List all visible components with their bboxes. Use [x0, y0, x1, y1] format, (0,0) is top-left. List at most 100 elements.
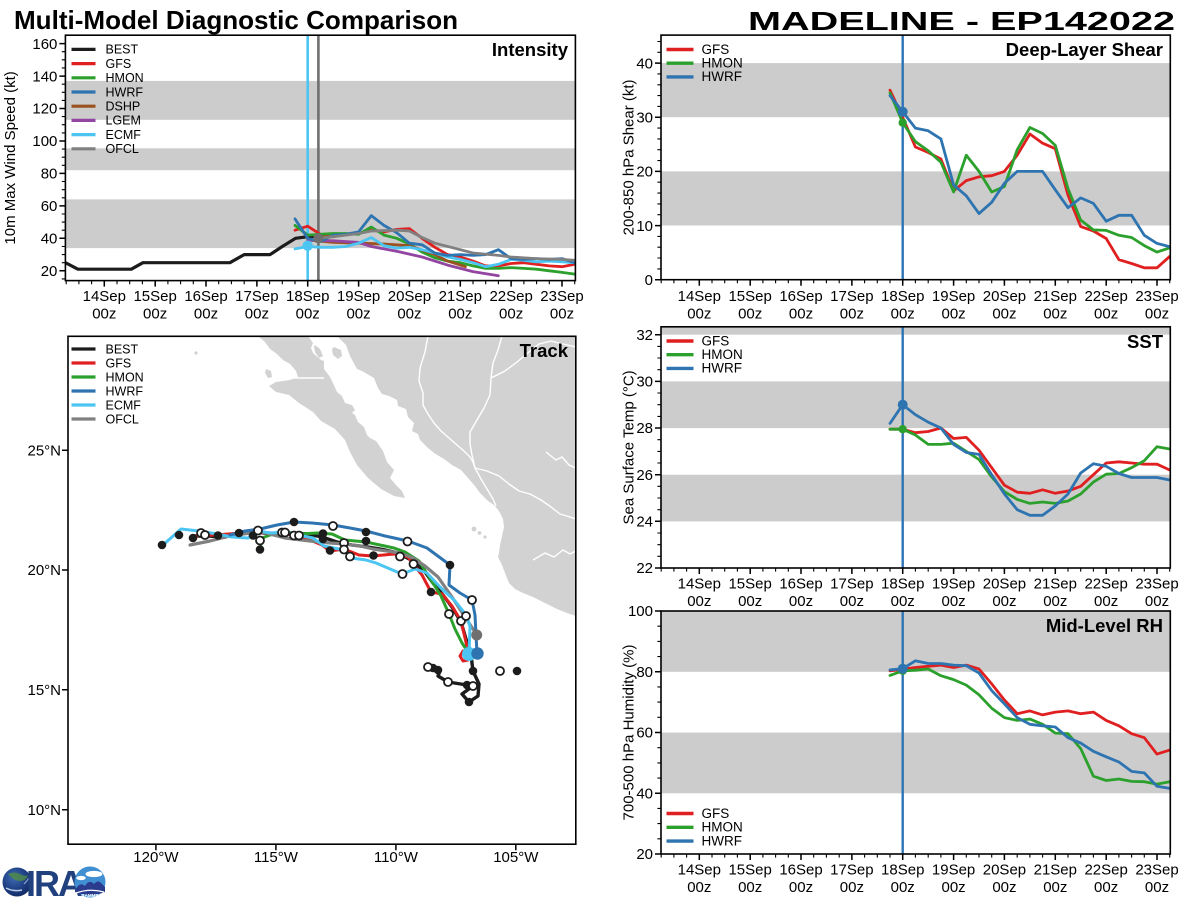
svg-text:SST: SST [1127, 331, 1164, 352]
svg-text:110°W: 110°W [374, 849, 419, 866]
svg-text:19Sep: 19Sep [932, 288, 975, 305]
svg-text:20Sep: 20Sep [983, 862, 1026, 879]
svg-text:GFS: GFS [106, 356, 132, 370]
svg-text:17Sep: 17Sep [235, 288, 278, 305]
svg-text:00z: 00z [296, 306, 320, 323]
svg-text:00z: 00z [245, 306, 269, 323]
svg-text:ECMF: ECMF [106, 398, 142, 412]
svg-text:21Sep: 21Sep [1034, 576, 1077, 593]
svg-text:20Sep: 20Sep [983, 288, 1026, 305]
svg-text:00z: 00z [1145, 593, 1169, 610]
svg-text:24: 24 [636, 514, 653, 531]
svg-text:00z: 00z [992, 879, 1016, 896]
svg-text:18Sep: 18Sep [286, 288, 329, 305]
svg-text:20: 20 [41, 263, 58, 280]
svg-text:Multi-Model Diagnostic Compari: Multi-Model Diagnostic Comparison [14, 5, 458, 35]
svg-text:26: 26 [636, 467, 653, 484]
svg-text:00z: 00z [687, 593, 711, 610]
svg-text:HWRF: HWRF [702, 69, 743, 84]
svg-text:16Sep: 16Sep [184, 288, 227, 305]
svg-text:22Sep: 22Sep [1084, 288, 1127, 305]
svg-text:22Sep: 22Sep [489, 288, 532, 305]
svg-text:19Sep: 19Sep [337, 288, 380, 305]
svg-text:Mid-Level RH: Mid-Level RH [1046, 615, 1163, 636]
svg-text:22Sep: 22Sep [1084, 576, 1127, 593]
svg-text:00z: 00z [1094, 305, 1118, 322]
svg-text:15Sep: 15Sep [728, 862, 771, 879]
svg-text:HWRF: HWRF [106, 85, 144, 99]
svg-text:16Sep: 16Sep [779, 862, 822, 879]
svg-text:28: 28 [636, 420, 653, 437]
svg-text:25°N: 25°N [27, 442, 61, 459]
svg-text:20Sep: 20Sep [983, 576, 1026, 593]
svg-text:10: 10 [636, 218, 653, 235]
svg-text:23Sep: 23Sep [1135, 862, 1178, 879]
svg-text:00z: 00z [1043, 305, 1067, 322]
svg-text:140: 140 [32, 68, 57, 85]
svg-text:105°W: 105°W [493, 849, 539, 866]
svg-text:OFCL: OFCL [106, 412, 139, 426]
svg-text:200-850 hPa Shear (kt): 200-850 hPa Shear (kt) [621, 79, 638, 235]
svg-text:GFS: GFS [702, 806, 730, 821]
svg-text:120: 120 [32, 101, 57, 118]
svg-text:30: 30 [636, 109, 653, 126]
svg-text:00z: 00z [789, 305, 813, 322]
svg-text:120°W: 120°W [133, 849, 179, 866]
svg-text:115°W: 115°W [254, 849, 299, 866]
svg-text:BEST: BEST [106, 43, 139, 57]
svg-text:15°N: 15°N [27, 682, 61, 699]
svg-text:15Sep: 15Sep [728, 576, 771, 593]
svg-text:40: 40 [636, 55, 653, 72]
svg-text:0: 0 [645, 272, 653, 289]
svg-text:17Sep: 17Sep [830, 576, 873, 593]
svg-text:40: 40 [41, 231, 58, 248]
svg-text:14Sep: 14Sep [678, 862, 721, 879]
svg-text:00z: 00z [143, 306, 167, 323]
svg-text:80: 80 [636, 664, 653, 681]
svg-text:18Sep: 18Sep [881, 576, 924, 593]
svg-text:00z: 00z [1094, 593, 1118, 610]
svg-text:DSHP: DSHP [106, 100, 141, 114]
svg-text:700-500 hPa Humidity (%): 700-500 hPa Humidity (%) [621, 645, 638, 821]
svg-text:00z: 00z [789, 879, 813, 896]
svg-text:GFS: GFS [702, 42, 730, 57]
svg-text:00z: 00z [687, 879, 711, 896]
svg-text:00z: 00z [1145, 305, 1169, 322]
svg-text:21Sep: 21Sep [1034, 862, 1077, 879]
svg-text:00z: 00z [891, 879, 915, 896]
svg-text:00z: 00z [941, 305, 965, 322]
svg-text:15Sep: 15Sep [133, 288, 176, 305]
svg-text:HWRF: HWRF [702, 361, 743, 376]
svg-text:00z: 00z [346, 306, 370, 323]
svg-text:HWRF: HWRF [106, 384, 144, 398]
svg-text:00z: 00z [499, 306, 523, 323]
svg-text:00z: 00z [840, 879, 864, 896]
svg-text:19Sep: 19Sep [932, 576, 975, 593]
svg-text:18Sep: 18Sep [881, 288, 924, 305]
svg-text:00z: 00z [992, 305, 1016, 322]
svg-text:14Sep: 14Sep [678, 288, 721, 305]
svg-text:MADELINE - EP142022: MADELINE - EP142022 [748, 6, 1175, 36]
svg-text:20: 20 [636, 164, 653, 181]
svg-text:BEST: BEST [106, 342, 139, 356]
svg-text:00z: 00z [992, 593, 1016, 610]
svg-text:HMON: HMON [702, 820, 743, 835]
svg-text:GFS: GFS [106, 57, 132, 71]
svg-text:17Sep: 17Sep [830, 288, 873, 305]
svg-text:16Sep: 16Sep [779, 288, 822, 305]
svg-text:18Sep: 18Sep [881, 862, 924, 879]
svg-text:23Sep: 23Sep [540, 288, 583, 305]
svg-text:00z: 00z [789, 593, 813, 610]
svg-text:20: 20 [636, 846, 653, 863]
svg-text:15Sep: 15Sep [728, 288, 771, 305]
svg-text:80: 80 [41, 166, 58, 183]
svg-text:00z: 00z [92, 306, 116, 323]
svg-text:Intensity: Intensity [492, 39, 569, 60]
svg-text:RAMMB: RAMMB [81, 893, 99, 898]
svg-text:23Sep: 23Sep [1135, 288, 1178, 305]
svg-text:00z: 00z [1145, 879, 1169, 896]
svg-text:60: 60 [636, 725, 653, 742]
svg-text:HMON: HMON [106, 370, 144, 384]
svg-text:17Sep: 17Sep [830, 862, 873, 879]
svg-text:21Sep: 21Sep [439, 288, 482, 305]
